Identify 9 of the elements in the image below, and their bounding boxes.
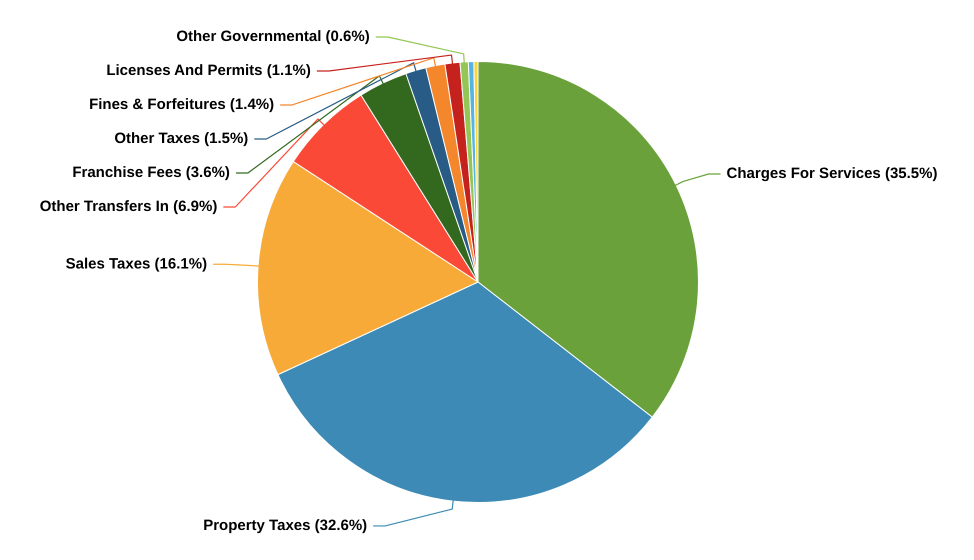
slice-label: Fines & Forfeitures (1.4%) xyxy=(89,96,274,114)
slice-label: Other Taxes (1.5%) xyxy=(114,130,248,148)
slice-label: Licenses And Permits (1.1%) xyxy=(106,62,311,80)
slice-label: Charges For Services (35.5%) xyxy=(726,165,938,182)
slice-label: Franchise Fees (3.6%) xyxy=(72,164,230,182)
slice-label: Property Taxes (32.6%) xyxy=(203,517,368,534)
slice-label: Sales Taxes (16.1%) xyxy=(66,255,208,272)
slice-label: Other Governmental (0.6%) xyxy=(176,28,370,46)
slice-label: Other Transfers In (6.9%) xyxy=(40,198,218,216)
